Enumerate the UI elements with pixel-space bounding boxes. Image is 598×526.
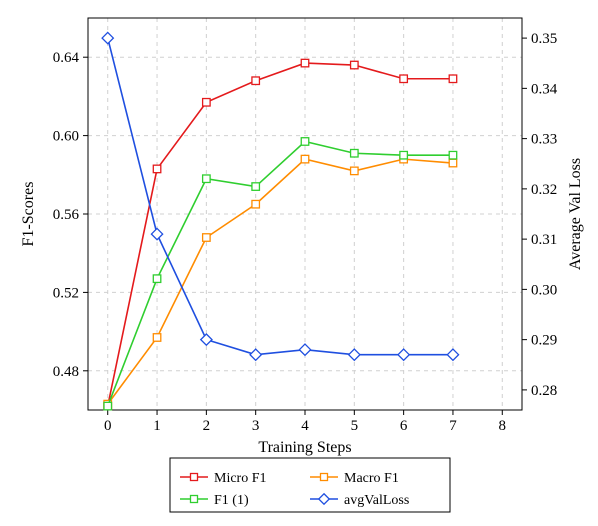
y-right-tick-label: 0.29 bbox=[531, 333, 557, 349]
series-marker bbox=[252, 77, 260, 85]
y-right-tick-label: 0.35 bbox=[531, 31, 557, 47]
series-marker bbox=[203, 175, 211, 183]
y-right-tick-label: 0.33 bbox=[531, 132, 557, 148]
y-right-tick-label: 0.31 bbox=[531, 232, 557, 248]
series-marker bbox=[252, 200, 260, 208]
series-marker bbox=[153, 334, 161, 342]
x-tick-label: 7 bbox=[449, 418, 457, 434]
series-marker bbox=[449, 151, 457, 159]
series-marker bbox=[301, 138, 309, 146]
series-marker bbox=[400, 75, 408, 83]
x-tick-label: 0 bbox=[104, 418, 112, 434]
series-marker bbox=[203, 99, 211, 107]
series-marker bbox=[301, 59, 309, 67]
series-marker bbox=[449, 159, 457, 167]
x-tick-label: 8 bbox=[499, 418, 507, 434]
series-marker bbox=[153, 275, 161, 283]
series-marker bbox=[203, 234, 211, 242]
y-right-tick-label: 0.30 bbox=[531, 282, 557, 298]
x-tick-label: 1 bbox=[153, 418, 161, 434]
y-left-tick-label: 0.48 bbox=[53, 364, 79, 380]
y-right-tick-label: 0.32 bbox=[531, 182, 557, 198]
series-marker bbox=[400, 151, 408, 159]
legend-label: Macro F1 bbox=[344, 471, 399, 486]
series-marker bbox=[191, 496, 198, 503]
y-left-axis-label: F1-Scores bbox=[20, 182, 37, 247]
x-tick-label: 3 bbox=[252, 418, 260, 434]
series-marker bbox=[104, 402, 112, 410]
series-marker bbox=[449, 75, 457, 83]
y-left-tick-label: 0.64 bbox=[53, 50, 80, 66]
series-marker bbox=[321, 474, 328, 481]
legend-label: avgValLoss bbox=[344, 493, 409, 508]
series-marker bbox=[191, 474, 198, 481]
y-right-tick-label: 0.28 bbox=[531, 383, 557, 399]
y-right-axis-label: Average Val Loss bbox=[567, 158, 584, 270]
series-marker bbox=[351, 167, 359, 175]
x-tick-label: 5 bbox=[351, 418, 359, 434]
y-left-tick-label: 0.52 bbox=[53, 285, 79, 301]
series-marker bbox=[153, 165, 161, 173]
y-left-tick-label: 0.56 bbox=[53, 207, 80, 223]
series-marker bbox=[351, 61, 359, 69]
series-marker bbox=[301, 155, 309, 163]
series-marker bbox=[351, 149, 359, 157]
x-tick-label: 4 bbox=[301, 418, 309, 434]
chart-svg: 0 1 2 3 4 5 6 7 8 0.48 0.52 0.56 0.60 0.64 0.28 0.29 0.3… bbox=[0, 0, 598, 526]
x-tick-label: 2 bbox=[203, 418, 211, 434]
y-left-tick-label: 0.60 bbox=[53, 129, 79, 145]
legend-label: Micro F1 bbox=[214, 471, 267, 486]
series-marker bbox=[252, 183, 260, 191]
y-right-tick-label: 0.34 bbox=[531, 81, 558, 97]
x-axis-label: Training Steps bbox=[258, 439, 351, 456]
legend-label: F1 (1) bbox=[214, 493, 249, 508]
x-tick-label: 6 bbox=[400, 418, 408, 434]
